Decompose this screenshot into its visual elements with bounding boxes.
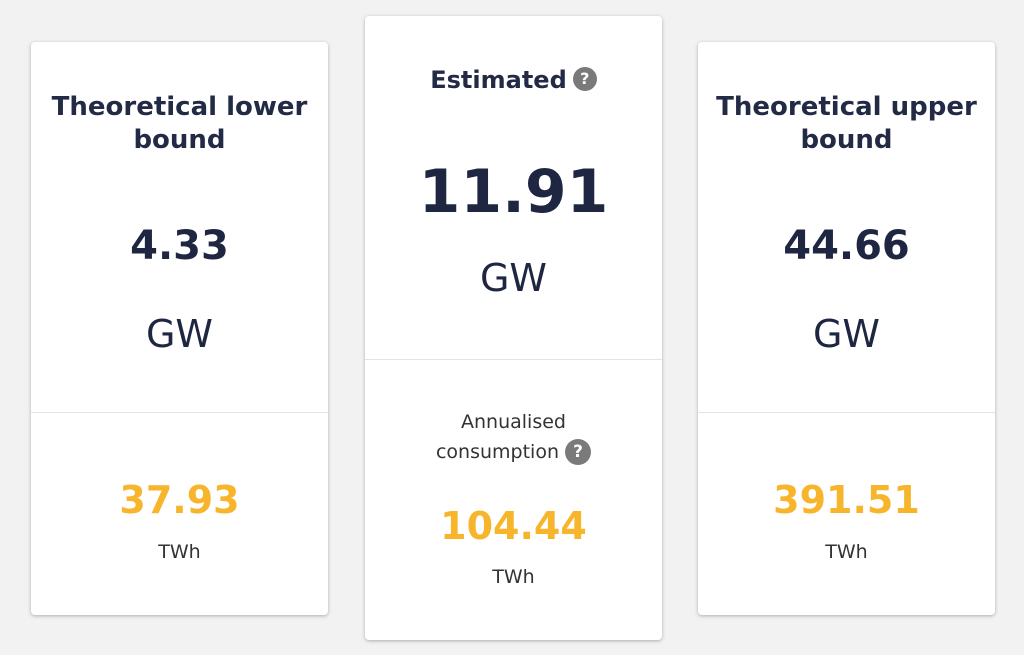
- estimated-power-unit: GW: [479, 256, 548, 300]
- upper-bound-energy-section: 391.51 TWh: [698, 413, 995, 615]
- upper-bound-energy-unit: TWh: [825, 541, 868, 563]
- upper-bound-power-unit: GW: [812, 312, 881, 356]
- lower-bound-energy-unit: TWh: [158, 541, 201, 563]
- upper-bound-title-line1: Theoretical upper: [716, 92, 977, 122]
- estimated-card: Estimated? 11.91 GW Annualised consumpti…: [365, 16, 662, 640]
- annualised-label-line2: consumption: [435, 441, 560, 463]
- lower-bound-energy-value: 37.93: [119, 478, 240, 522]
- estimated-energy-value: 104.44: [440, 504, 587, 548]
- estimated-title-text: Estimated: [430, 66, 567, 94]
- help-circle-icon[interactable]: ?: [565, 438, 592, 465]
- upper-bound-card: Theoretical upper bound 44.66 GW 391.51 …: [698, 42, 995, 615]
- lower-bound-power-value: 4.33: [130, 223, 229, 269]
- upper-bound-title-line2: bound: [800, 125, 893, 155]
- estimated-energy-section: Annualised consumption? 104.44 TWh: [365, 360, 662, 640]
- lower-bound-title-line2: bound: [133, 125, 226, 155]
- estimated-power-value: 11.91: [418, 157, 609, 227]
- estimated-power-section: Estimated? 11.91 GW: [365, 16, 662, 360]
- estimated-title: Estimated?: [365, 64, 662, 97]
- annualised-label-line1: Annualised: [461, 411, 566, 433]
- annualised-label-line2-row: consumption?: [365, 437, 662, 467]
- annualised-consumption-label: Annualised consumption?: [365, 407, 662, 467]
- estimated-energy-unit: TWh: [492, 566, 535, 588]
- lower-bound-card: Theoretical lower bound 4.33 GW 37.93 TW…: [31, 42, 328, 615]
- lower-bound-title-line1: Theoretical lower: [51, 92, 308, 122]
- upper-bound-title: Theoretical upper bound: [698, 91, 995, 157]
- upper-bound-power-value: 44.66: [783, 223, 910, 269]
- lower-bound-power-section: Theoretical lower bound 4.33 GW: [31, 42, 328, 413]
- upper-bound-energy-value: 391.51: [773, 478, 920, 522]
- lower-bound-title: Theoretical lower bound: [31, 91, 328, 157]
- help-circle-icon[interactable]: ?: [572, 67, 597, 91]
- lower-bound-energy-section: 37.93 TWh: [31, 413, 328, 615]
- upper-bound-power-section: Theoretical upper bound 44.66 GW: [698, 42, 995, 413]
- lower-bound-power-unit: GW: [145, 312, 214, 356]
